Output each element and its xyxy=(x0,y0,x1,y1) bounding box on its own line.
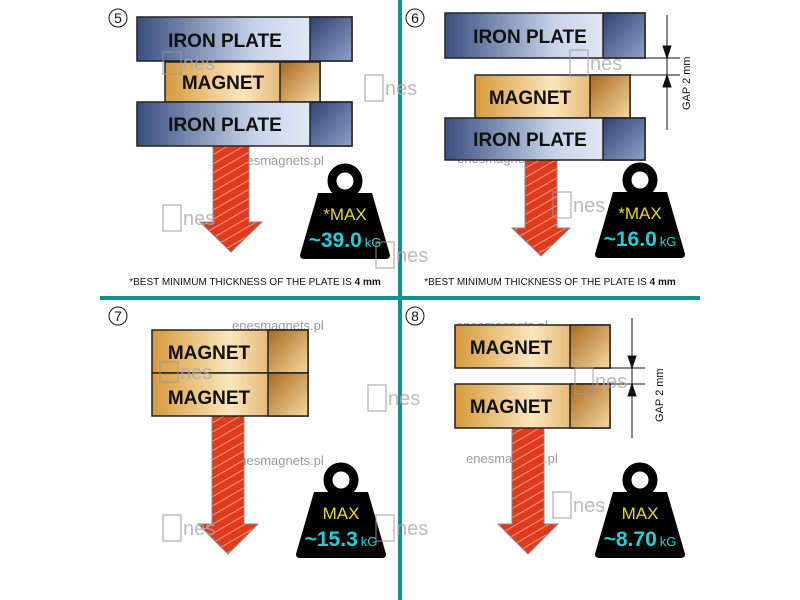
panel-5: 5 IRON PLATE MAGNET IRON PLATE *MAX ~39.… xyxy=(108,8,390,288)
svg-text:MAX: MAX xyxy=(323,504,360,523)
svg-text:nes: nes xyxy=(385,78,417,100)
svg-text:nes: nes xyxy=(180,362,212,384)
enes-logo: nes xyxy=(552,491,605,519)
thickness-note: *BEST MINIMUM THICKNESS OF THE PLATE IS … xyxy=(129,277,381,288)
iron-plate-top: IRON PLATE xyxy=(136,16,353,62)
magnet-top: MAGNET xyxy=(454,324,611,369)
horizontal-divider xyxy=(100,296,700,300)
svg-text:IRON PLATE: IRON PLATE xyxy=(168,115,282,136)
svg-text:~39.0kG: ~39.0 kG xyxy=(309,229,382,252)
svg-text:MAGNET: MAGNET xyxy=(182,73,265,94)
weight-icon: MAX ~15.3 kG xyxy=(296,467,386,558)
magnet-top: MAGNET xyxy=(151,329,309,374)
enes-logo: nes xyxy=(364,74,417,102)
svg-text:MAGNET: MAGNET xyxy=(168,343,251,364)
svg-text:~15.3kG: ~15.3 kG xyxy=(305,528,378,551)
svg-text:nes: nes xyxy=(595,371,627,393)
enes-logo: nes xyxy=(574,367,627,395)
magnet-bottom: MAGNET xyxy=(151,372,309,417)
enes-logo: nes xyxy=(375,241,428,269)
svg-text:MAGNET: MAGNET xyxy=(470,397,553,418)
iron-plate-bottom: IRON PLATE xyxy=(136,101,353,147)
svg-text:*MAX: *MAX xyxy=(323,205,366,224)
svg-text:~16.0kG: ~16.0 kG xyxy=(604,228,677,251)
magnet: MAGNET xyxy=(474,74,631,119)
enes-logo: nes xyxy=(162,204,215,232)
svg-text:MAGNET: MAGNET xyxy=(168,388,251,409)
gap-dimension xyxy=(630,15,680,130)
enes-logo: nes xyxy=(162,514,215,542)
weight-icon: *MAX ~39.0 kG xyxy=(300,168,390,259)
svg-text:MAX: MAX xyxy=(622,504,659,523)
watermark-url: enesmagnets.pl xyxy=(232,153,324,168)
arrow-down-icon xyxy=(198,145,264,253)
arrow-down-icon xyxy=(510,159,572,257)
weight-icon: *MAX ~16.0 kG xyxy=(595,167,685,258)
weight-icon: MAX ~8.70 kG xyxy=(595,467,685,558)
svg-text:nes: nes xyxy=(183,208,215,230)
panel-number-badge xyxy=(108,8,128,28)
svg-text:*MAX: *MAX xyxy=(618,204,661,223)
watermark-url: enesmagnets.pl xyxy=(232,453,324,468)
gap-label: GAP 2 mm xyxy=(681,56,693,110)
enes-logo: nes xyxy=(159,361,212,384)
enes-logo: nes xyxy=(162,51,215,75)
panel-6: 6 IRON PLATE MAGNET IRON PLATE GAP 2 mm … xyxy=(405,8,693,288)
svg-text:nes: nes xyxy=(183,53,215,75)
enes-logo: nes xyxy=(569,49,622,77)
svg-text:7: 7 xyxy=(114,308,122,324)
svg-text:nes: nes xyxy=(573,495,605,517)
panel-7: 7 MAGNET MAGNET MAX ~15.3 kG xyxy=(108,306,386,558)
svg-text:nes: nes xyxy=(396,245,428,267)
enes-logo: nes xyxy=(375,514,428,542)
svg-text:nes: nes xyxy=(590,53,622,75)
gap-dimension xyxy=(610,318,645,438)
magnet-bottom: MAGNET xyxy=(454,383,611,429)
svg-text:MAGNET: MAGNET xyxy=(470,338,553,359)
enes-logo: nes xyxy=(552,191,605,219)
panel-8: 8 MAGNET MAGNET GAP 2 mm MAX ~8.70 kG xyxy=(405,306,685,558)
svg-text:IRON PLATE: IRON PLATE xyxy=(473,27,587,48)
logo-watermarks: nes nes nes nes nes nes nes nes nes nes … xyxy=(159,49,627,542)
iron-plate-bottom: IRON PLATE xyxy=(444,117,646,161)
thickness-note: *BEST MINIMUM THICKNESS OF THE PLATE IS … xyxy=(424,277,676,288)
svg-text:MAGNET: MAGNET xyxy=(489,88,572,109)
svg-text:5: 5 xyxy=(114,10,122,26)
svg-text:nes: nes xyxy=(573,195,605,217)
svg-text:nes: nes xyxy=(388,388,420,410)
arrow-down-icon xyxy=(196,415,260,555)
svg-text:IRON PLATE: IRON PLATE xyxy=(473,130,587,151)
iron-plate-top: IRON PLATE xyxy=(444,12,646,59)
arrow-down-icon xyxy=(496,427,560,555)
svg-text:IRON PLATE: IRON PLATE xyxy=(168,31,282,52)
gap-label: GAP 2 mm xyxy=(654,368,666,422)
svg-text:6: 6 xyxy=(411,10,419,26)
panel-number-badge xyxy=(405,306,425,326)
enes-logo: nes xyxy=(367,384,420,412)
panel-number-badge xyxy=(108,306,128,326)
svg-text:nes: nes xyxy=(396,518,428,540)
svg-text:8: 8 xyxy=(411,308,419,324)
svg-text:nes: nes xyxy=(183,518,215,540)
panel-number-badge xyxy=(405,8,425,28)
